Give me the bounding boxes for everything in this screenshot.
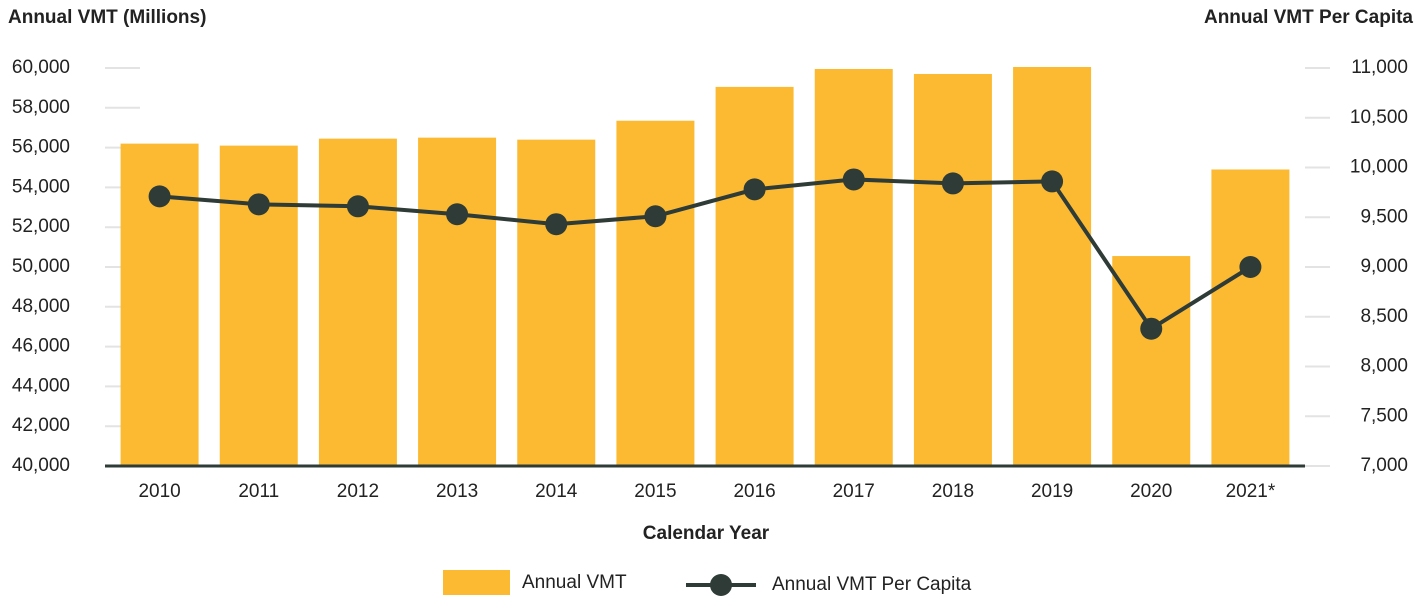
- y-tick-label: 50,000: [12, 256, 70, 277]
- point: [1239, 256, 1262, 278]
- line: [159, 177, 1252, 332]
- y-tick-label: 46,000: [12, 336, 70, 357]
- y2-tick-label: 11,000: [1351, 57, 1408, 78]
- y2-tick-label: 8,000: [1360, 356, 1408, 377]
- y-tick-label: 54,000: [12, 176, 70, 197]
- bar: [1211, 169, 1290, 467]
- bar: [1013, 67, 1092, 466]
- point: [247, 193, 270, 216]
- x-tick-label: 2015: [634, 481, 676, 502]
- bar: [715, 86, 794, 466]
- y-tick-label: 40,000: [12, 455, 70, 476]
- y-tick-label: 42,000: [12, 415, 70, 436]
- y-tick-label: 44,000: [12, 375, 70, 396]
- x-tick-label: 2013: [436, 481, 478, 502]
- x-tick-label: 2014: [535, 481, 578, 502]
- point: [941, 172, 964, 195]
- x-tick-label: 2016: [733, 481, 775, 502]
- x-axis-title: Calendar Year: [643, 523, 770, 544]
- legend-label: Annual VMT Per Capita: [772, 574, 972, 595]
- point: [842, 168, 865, 191]
- legend-swatch: [710, 574, 732, 596]
- point: [1041, 170, 1064, 193]
- y2-tick-label: 7,500: [1360, 405, 1408, 426]
- x-tick-label: 2020: [1130, 481, 1172, 502]
- bar: [913, 73, 992, 466]
- y2-axis-title: Annual VMT Per Capita: [1204, 7, 1413, 28]
- y-tick-label: 52,000: [12, 216, 70, 237]
- x-tick-label: 2010: [138, 481, 180, 502]
- bar: [616, 120, 695, 467]
- y2-tick-label: 8,500: [1360, 306, 1408, 327]
- point: [148, 185, 171, 208]
- x-tick-label: 2017: [833, 481, 875, 502]
- y-tick-label: 60,000: [12, 57, 70, 78]
- y2-tick-label: 10,000: [1350, 157, 1408, 178]
- point: [545, 213, 568, 236]
- point: [1140, 317, 1163, 340]
- point: [346, 195, 369, 218]
- point: [446, 203, 469, 226]
- point: [743, 178, 766, 201]
- y2-tick-label: 9,000: [1360, 256, 1408, 277]
- bar: [814, 68, 893, 467]
- legend-label: Annual VMT: [522, 572, 627, 593]
- x-tick-label: 2019: [1031, 481, 1073, 502]
- y2-tick-label: 7,000: [1360, 455, 1408, 476]
- y-axis-title: Annual VMT (Millions): [8, 7, 206, 28]
- y2-tick-label: 9,500: [1360, 206, 1408, 227]
- x-tick-label: 2011: [238, 481, 279, 502]
- y-tick-label: 48,000: [12, 296, 70, 317]
- bar: [517, 139, 596, 466]
- y2-tick-label: 10,500: [1350, 107, 1408, 128]
- bar: [318, 138, 397, 466]
- x-tick-label: 2012: [337, 481, 379, 502]
- point: [644, 205, 667, 228]
- y-tick-label: 56,000: [12, 137, 70, 158]
- x-tick-label: 2018: [932, 481, 974, 502]
- y-tick-label: 58,000: [12, 97, 70, 118]
- legend-swatch: [443, 570, 510, 595]
- bar: [418, 137, 497, 466]
- x-tick-label: 2021*: [1226, 481, 1276, 502]
